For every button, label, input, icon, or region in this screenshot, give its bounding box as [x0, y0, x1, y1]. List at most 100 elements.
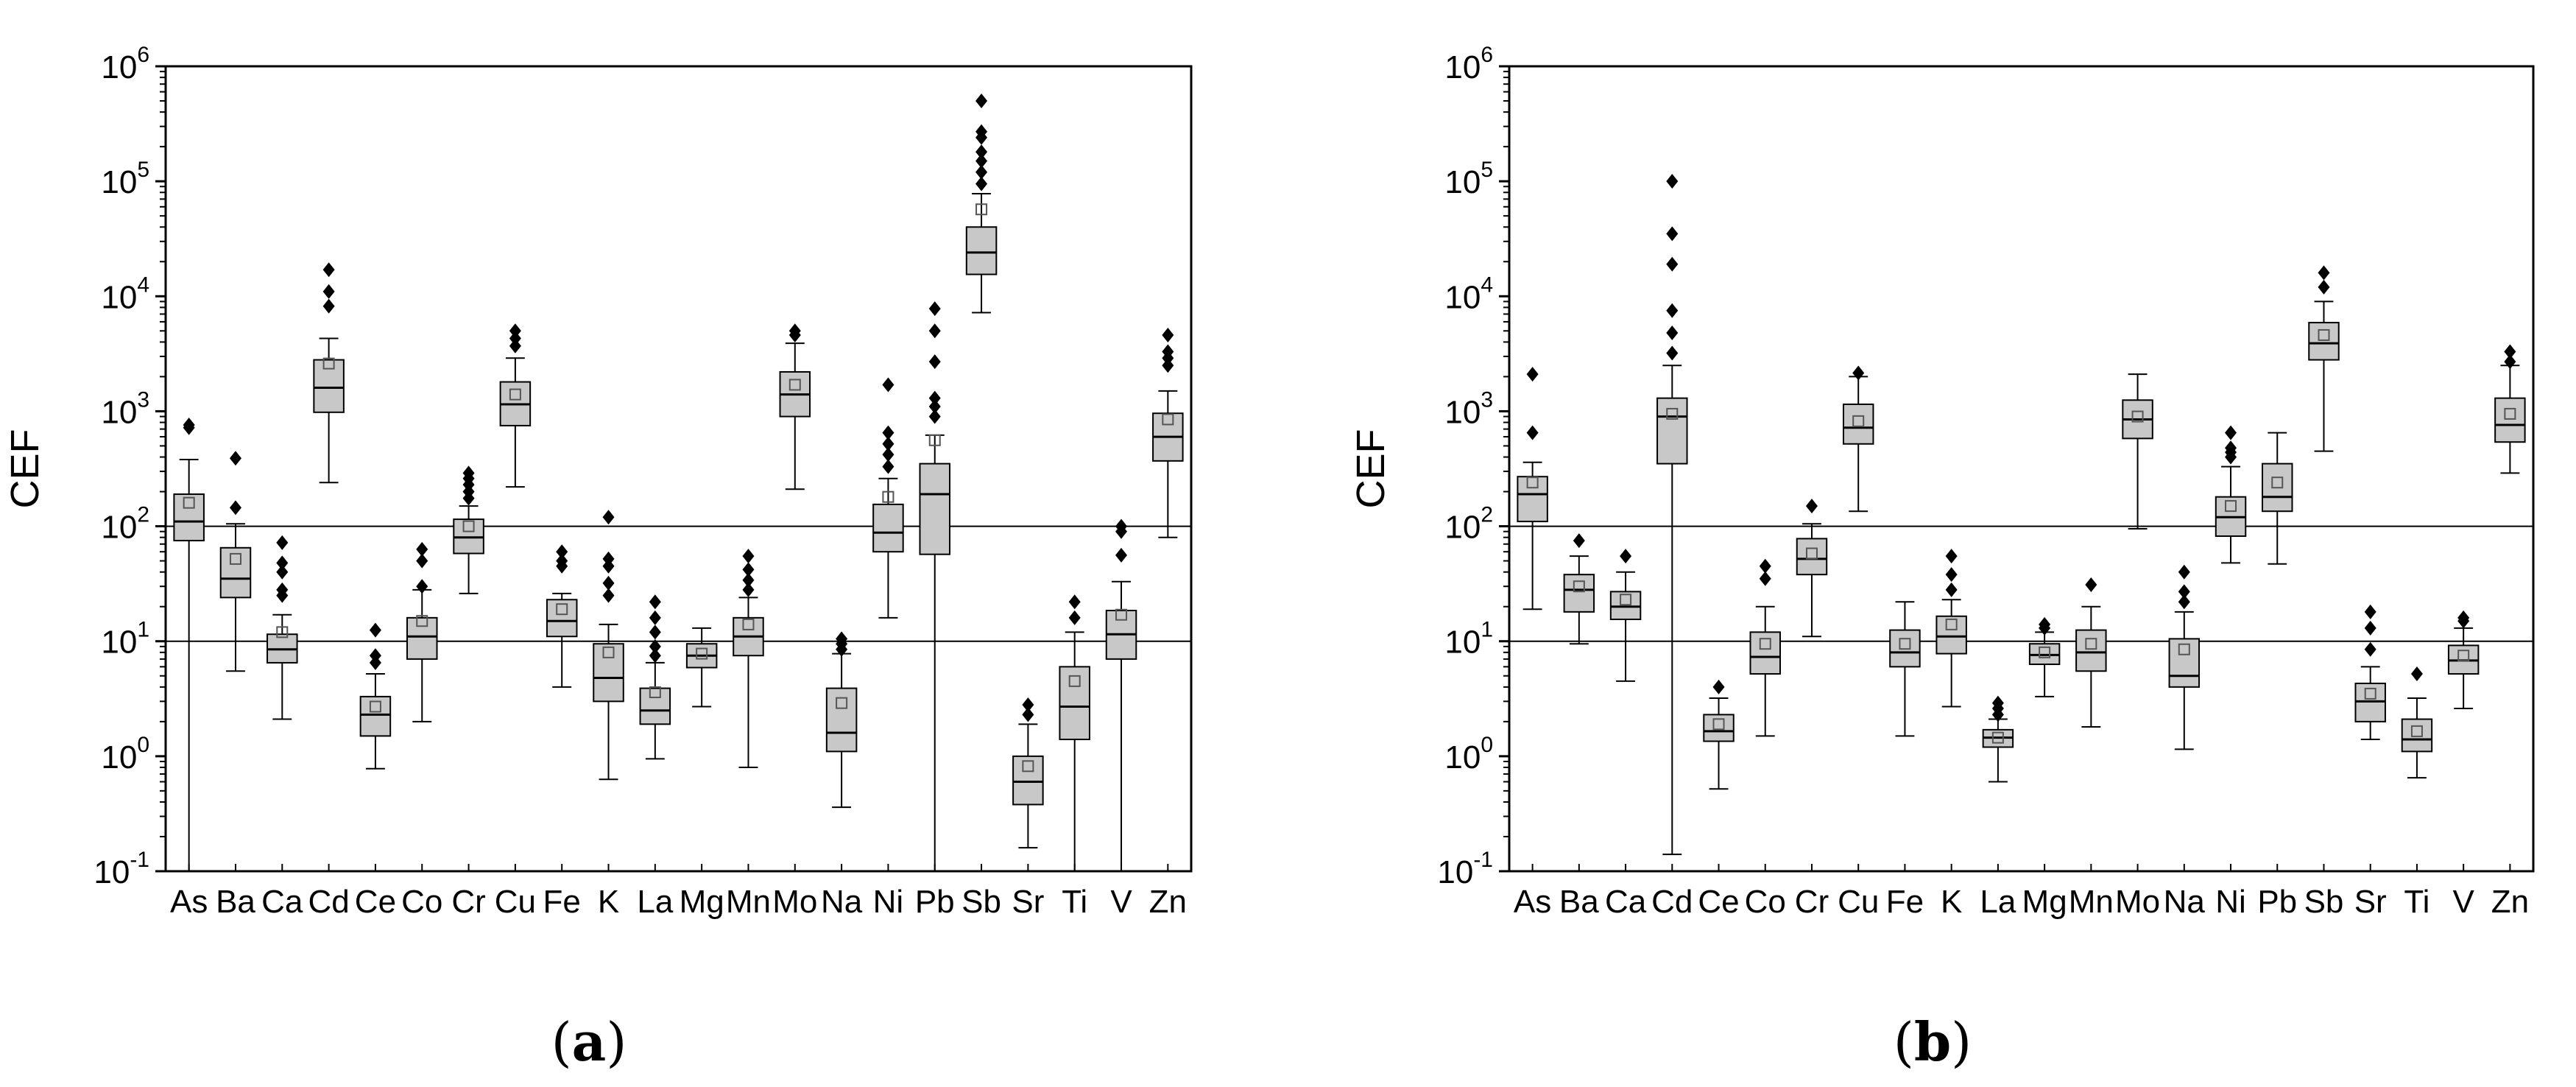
outlier-point — [649, 610, 661, 625]
outlier-point — [2225, 440, 2237, 456]
outlier-point — [975, 153, 988, 169]
box-mean-marker — [416, 615, 428, 627]
box-Ti — [2401, 666, 2433, 779]
outlier-point — [2318, 279, 2330, 295]
outlier-point — [1526, 367, 1539, 382]
x-tick-label: Ce — [1698, 884, 1739, 920]
y-tick-label: 105 — [1444, 158, 1493, 200]
outlier-point — [742, 572, 755, 588]
outlier-point — [509, 331, 521, 346]
box-Fe — [1889, 601, 1921, 737]
box-iqr — [1059, 666, 1090, 741]
x-tick-label: Sr — [2354, 884, 2387, 920]
outlier-point — [2364, 641, 2376, 657]
outlier-point — [649, 625, 661, 640]
outlier-point — [1573, 533, 1585, 549]
outlier-point — [1759, 558, 1771, 574]
outlier-point — [556, 553, 568, 569]
outlier-point — [2364, 620, 2376, 636]
plot-frame — [164, 65, 1193, 873]
x-tick-label: La — [1980, 884, 2016, 920]
x-tick-label: K — [1941, 884, 1962, 920]
box-mean-marker — [2410, 725, 2423, 737]
outlier-point — [928, 390, 941, 406]
box-mean-marker — [229, 552, 241, 565]
box-Zn — [1152, 327, 1184, 538]
outlier-point — [2178, 564, 2190, 580]
x-tick-label: As — [1514, 884, 1551, 920]
x-tick-label: Zn — [2491, 884, 2529, 920]
box-mean-marker — [2131, 410, 2144, 423]
box-V — [2447, 610, 2480, 710]
x-tick-label: Ca — [261, 884, 303, 920]
box-Sr — [1012, 697, 1044, 849]
outlier-point — [1666, 226, 1679, 242]
outlier-point — [928, 354, 941, 370]
box-mean-marker — [836, 697, 848, 709]
box-mean-marker — [1991, 731, 2004, 744]
box-Pb — [2262, 432, 2293, 565]
outlier-point — [1991, 695, 2004, 711]
box-iqr — [639, 687, 671, 725]
box-mean-marker — [1805, 547, 1818, 560]
outlier-point — [2504, 344, 2516, 359]
box-Ti — [1059, 594, 1090, 871]
box-iqr — [1517, 476, 1548, 523]
box-mean-marker — [1526, 476, 1539, 489]
y-tick-label: 101 — [1444, 618, 1493, 661]
y-tick-label: 106 — [1444, 43, 1493, 85]
outlier-point — [2410, 666, 2423, 682]
chart-panel-b: 10-1 100 101 102 103 104 105 106 CEF As Ba Ca Cd Ce Co… — [1349, 43, 2535, 1073]
outlier-point — [2178, 594, 2190, 610]
x-tick-label: Cu — [495, 884, 536, 920]
x-tick-label: Pb — [915, 884, 955, 920]
box-mean-marker — [742, 618, 755, 630]
x-tick-label: Ti — [2404, 884, 2429, 920]
box-mean-marker — [1068, 675, 1081, 687]
box-Mg — [685, 627, 718, 708]
x-tick-label: Mg — [680, 884, 724, 920]
box-mean-marker — [975, 203, 988, 216]
outlier-point — [975, 164, 988, 180]
box-iqr — [313, 359, 345, 413]
box-mean-marker — [1666, 407, 1679, 420]
box-iqr — [1012, 755, 1044, 806]
x-tick-label: K — [598, 884, 619, 920]
x-tick-label: Cu — [1838, 884, 1879, 920]
box-Mg — [2028, 616, 2061, 697]
outlier-point — [1526, 425, 1539, 440]
y-tick-label: 10-1 — [93, 848, 149, 890]
outlier-point — [882, 459, 894, 474]
box-K — [593, 510, 624, 781]
outlier-point — [649, 594, 661, 610]
box-mean-marker — [2178, 643, 2190, 655]
box-iqr — [2308, 322, 2340, 361]
outlier-point — [975, 176, 988, 191]
y-tick-label: 101 — [101, 618, 149, 661]
chart-panel-a: 10-1 100 101 102 103 104 105 106 CEF As Ba Ca Cd Ce Co… — [3, 43, 1193, 1073]
panel-label: (b) — [1894, 1010, 1972, 1073]
outlier-point — [975, 144, 988, 160]
outlier-point — [882, 377, 894, 393]
outlier-point — [1945, 549, 1958, 564]
outlier-point — [2457, 610, 2470, 625]
outlier-point — [322, 262, 335, 278]
outlier-point — [928, 409, 941, 424]
box-mean-marker — [2225, 500, 2237, 513]
outlier-point — [276, 555, 289, 571]
outlier-point — [1666, 345, 1679, 361]
box-iqr — [1935, 615, 1967, 655]
outlier-point — [509, 323, 521, 339]
box-iqr — [406, 616, 438, 660]
box-Ba — [1563, 533, 1595, 645]
y-tick-label: 104 — [101, 272, 149, 315]
box-mean-marker — [928, 434, 941, 446]
box-mean-marker — [462, 520, 475, 532]
x-tick-label: Co — [1745, 884, 1786, 920]
box-iqr — [872, 503, 904, 553]
box-mean-marker — [1573, 580, 1585, 593]
outlier-point — [276, 582, 289, 597]
box-V — [1105, 518, 1137, 871]
outlier-point — [229, 451, 241, 466]
